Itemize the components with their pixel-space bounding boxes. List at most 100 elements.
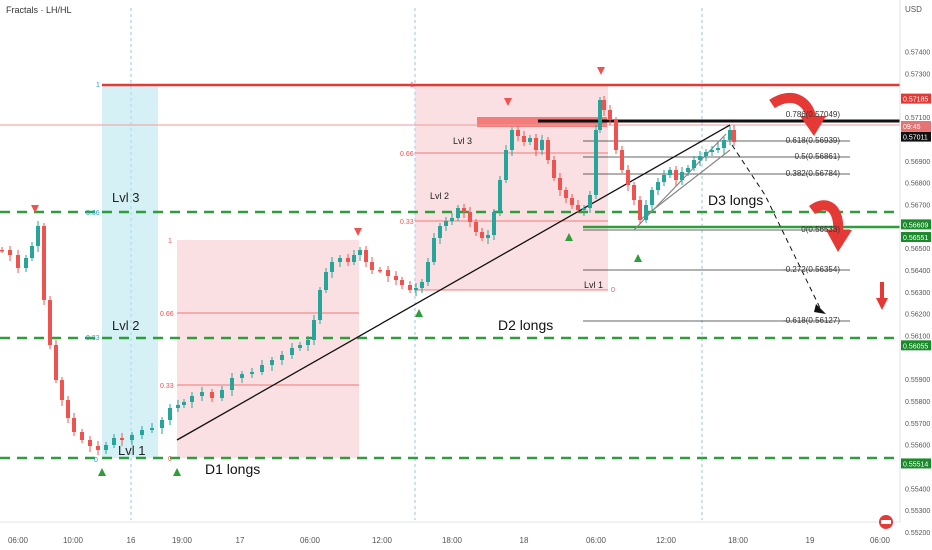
candle-body (240, 374, 244, 378)
fractal-down-marker (504, 98, 512, 106)
candle-body (352, 255, 356, 262)
price-badge (901, 458, 931, 469)
box-label: 0.66 (400, 151, 414, 158)
price-badge-label: 0.57185 (903, 97, 928, 104)
candle-body (24, 258, 28, 268)
y-tick-label: 0.55600 (905, 443, 930, 450)
price-badge (901, 121, 931, 131)
candle-body (8, 250, 12, 255)
fib-lines (583, 140, 850, 322)
x-tick-label: 06:00 (870, 536, 891, 545)
fractal-up-marker (98, 468, 106, 476)
trade-label: D3 longs (708, 192, 763, 208)
price-badge-label: 0.56551 (903, 235, 928, 242)
candle-body (338, 258, 342, 262)
candle-body (306, 340, 310, 345)
fib-labels: 0.786(0.57049) 0.618(0.56939) 0.5(0.5686… (783, 110, 840, 325)
candle-body (60, 380, 64, 400)
fractal-up-marker (565, 233, 573, 241)
down-arrow-icon (876, 298, 888, 310)
candle-body (540, 140, 544, 150)
candle-body (432, 238, 436, 262)
candle-body (312, 320, 316, 340)
candle-body (516, 130, 520, 136)
candle-body (358, 250, 362, 255)
candle-body (140, 430, 144, 435)
candle-body (386, 270, 390, 276)
candle-body (80, 432, 84, 440)
candle-body (716, 148, 720, 150)
candle-body (364, 250, 368, 262)
candle-body (298, 345, 302, 348)
candle-body (626, 170, 630, 185)
candle-body (598, 100, 602, 130)
candle-body (698, 156, 702, 160)
candle-body (564, 190, 568, 198)
x-tick-label: 06:00 (8, 536, 29, 545)
candle-body (250, 372, 254, 374)
x-tick-label: 16 (127, 536, 136, 545)
candle-body (420, 282, 424, 288)
candle-body (528, 138, 532, 142)
fib-label: 0.382(0.56784) (786, 169, 841, 178)
price-badge-label: 09:45 (903, 124, 921, 131)
candle-body (444, 221, 448, 226)
fib-label: 0(0.56533) (801, 225, 840, 234)
fib-label: -0.272(0.56354) (783, 265, 840, 274)
trendline-main (176, 124, 731, 441)
candle-body (614, 120, 618, 150)
candle-body (160, 420, 164, 428)
candle-body (346, 258, 350, 262)
y-tick-label: 0.56700 (905, 203, 930, 210)
box-label: 0.66 (86, 210, 100, 217)
x-tick-label: 06:00 (586, 536, 607, 545)
y-tick-label: 0.55300 (905, 508, 930, 515)
box-label: 0 (94, 457, 98, 464)
x-tick-label: 17 (236, 536, 245, 545)
box-label: 0.66 (160, 311, 174, 318)
candle-body (576, 205, 580, 210)
candle-body (16, 255, 20, 268)
candle-body (30, 246, 34, 258)
candle-body (704, 152, 708, 156)
red-arrows (769, 92, 888, 310)
y-tick-label: 0.55900 (905, 377, 930, 384)
candles (0, 96, 736, 455)
box-label: 0.33 (86, 335, 100, 342)
x-tick-label: 18:00 (442, 536, 463, 545)
candle-body (588, 195, 592, 208)
fib-label: -0.618(0.56127) (783, 316, 840, 325)
price-axis (900, 0, 932, 522)
price-badge (901, 93, 931, 104)
candle-body (486, 235, 490, 238)
candle-body (534, 138, 538, 150)
candle-body (182, 402, 186, 405)
box-label: 0.33 (160, 383, 174, 390)
candle-body (570, 198, 574, 205)
fractal-down-marker (31, 205, 39, 213)
fractal-down-marker (597, 67, 605, 75)
green-levels (0, 210, 900, 460)
x-tick-label: 19 (806, 536, 815, 545)
currency-label: USD (905, 5, 922, 14)
candle-body (552, 160, 556, 178)
y-tick-label: 0.55800 (905, 399, 930, 406)
candle-body (732, 130, 736, 142)
y-tick-label: 0.56100 (905, 334, 930, 341)
channel-line (639, 149, 731, 221)
candle-body (620, 150, 624, 170)
curved-arrow-icon (809, 200, 844, 233)
price-badge (901, 131, 931, 142)
candle-body (42, 226, 46, 300)
y-tick-label: 0.55700 (905, 421, 930, 428)
candle-body (210, 392, 214, 398)
candle-body (728, 130, 732, 140)
candle-body (330, 262, 334, 272)
y-tick-label: 0.57100 (905, 115, 930, 122)
candle-body (480, 232, 484, 238)
candle-body (692, 160, 696, 168)
y-tick-label: 0.57400 (905, 50, 930, 57)
box-label: 0 (168, 456, 172, 463)
fractal-up-marker (173, 468, 181, 476)
